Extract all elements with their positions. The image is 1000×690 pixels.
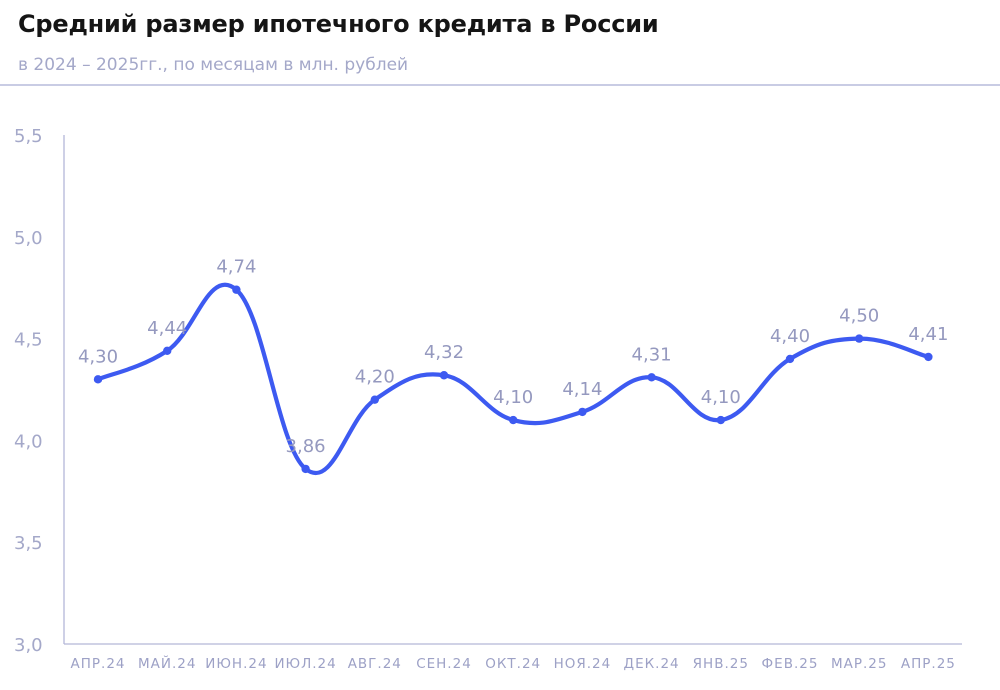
- x-tick-label: ЯНВ.25: [693, 656, 749, 672]
- data-points: [93, 285, 933, 474]
- data-label: 4,74: [216, 257, 256, 278]
- data-point: [785, 354, 795, 364]
- data-labels: 4,30 4,44 4,74 3,86 4,20 4,32 4,10 4,14 4,31 4,10…: [78, 257, 948, 457]
- chart-title: Средний размер ипотечного кредита в Росс…: [18, 10, 659, 38]
- x-tick-label: АВГ.24: [348, 656, 402, 672]
- chart-axes: [63, 135, 962, 645]
- x-axis-ticks: АПР.24 МАЙ.24 ИЮН.24 ИЮЛ.24 АВГ.24 СЕН.24 ОКТ.…: [71, 654, 956, 672]
- y-tick-label: 3,0: [14, 635, 43, 656]
- x-tick-label: МАЙ.24: [138, 654, 196, 672]
- x-tick-label: ФЕВ.25: [762, 656, 819, 672]
- data-point: [716, 415, 725, 425]
- data-point: [855, 334, 864, 343]
- x-tick-label: НОЯ.24: [554, 656, 612, 672]
- data-label: 4,31: [632, 344, 672, 365]
- data-label: 4,20: [355, 367, 395, 388]
- data-point: [370, 395, 379, 404]
- y-tick-label: 4,0: [14, 431, 43, 452]
- y-tick-label: 3,5: [14, 533, 43, 554]
- data-label: 4,10: [493, 387, 533, 408]
- data-point: [578, 407, 587, 417]
- series-line: [95, 282, 931, 475]
- data-point: [301, 464, 310, 474]
- data-label: 4,40: [770, 326, 810, 347]
- data-point: [924, 352, 933, 362]
- y-tick-label: 5,0: [14, 228, 43, 249]
- x-tick-label: МАР.25: [831, 656, 888, 672]
- y-axis-ticks: 3,0 3,5 4,0 4,5 5,0 5,5: [14, 126, 43, 656]
- y-tick-label: 4,5: [14, 330, 43, 351]
- data-label: 3,86: [286, 436, 326, 457]
- data-point: [439, 371, 449, 380]
- series-line-group: [95, 282, 931, 475]
- header-divider: [0, 84, 1000, 86]
- data-label: 4,50: [839, 306, 879, 327]
- data-label: 4,32: [424, 342, 464, 363]
- y-tick-label: 5,5: [14, 126, 43, 147]
- chart-subtitle: в 2024 – 2025гг., по месяцам в млн. рубл…: [18, 55, 409, 75]
- data-point: [509, 415, 518, 425]
- x-tick-label: ИЮН.24: [205, 656, 267, 672]
- data-label: 4,41: [908, 324, 948, 345]
- x-tick-label: ИЮЛ.24: [274, 656, 336, 672]
- data-point: [647, 373, 656, 382]
- data-point: [163, 346, 172, 356]
- data-point: [93, 375, 103, 384]
- data-label: 4,30: [78, 346, 118, 367]
- data-point: [232, 285, 241, 294]
- x-tick-label: АПР.25: [901, 656, 956, 672]
- x-tick-label: СЕН.24: [416, 656, 472, 672]
- x-tick-label: ОКТ.24: [485, 656, 541, 672]
- data-label: 4,14: [562, 379, 602, 400]
- x-tick-label: АПР.24: [71, 656, 126, 672]
- data-label: 4,10: [701, 387, 741, 408]
- data-label: 4,44: [147, 318, 187, 339]
- x-tick-label: ДЕК.24: [624, 656, 680, 672]
